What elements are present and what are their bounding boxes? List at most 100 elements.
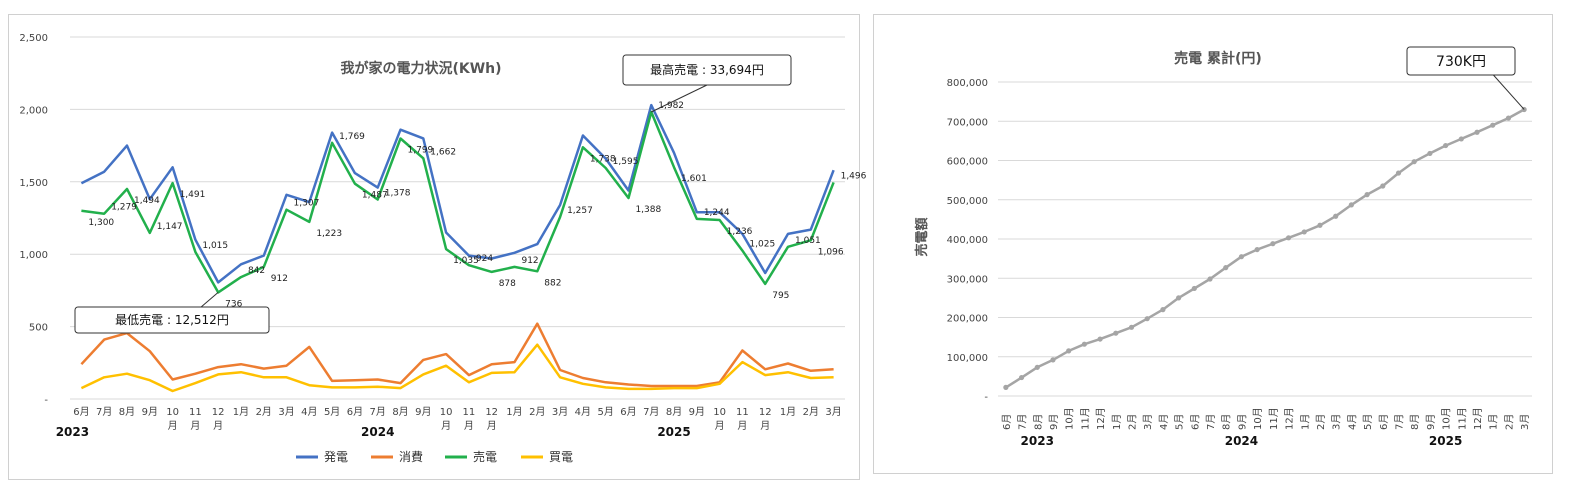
- data-label: 1,799: [408, 146, 434, 156]
- data-label: 1,307: [294, 199, 320, 209]
- x-tick-label: 3月: [1519, 414, 1531, 430]
- data-point: [1207, 276, 1213, 282]
- data-point: [1301, 229, 1307, 235]
- x-tick-label: 4月: [301, 406, 317, 418]
- x-tick-label: 4月: [575, 406, 591, 418]
- data-label: 736: [225, 299, 242, 309]
- year-label: 2024: [361, 425, 394, 439]
- x-tick-label: 7月: [370, 406, 386, 418]
- data-point: [1333, 213, 1339, 219]
- total-callout-text: 730K円: [1436, 54, 1486, 70]
- x-tick-label: 2月: [529, 406, 545, 418]
- data-label: 1,491: [180, 190, 206, 200]
- legend-label: 発電: [324, 450, 348, 464]
- x-tick-label: 1月: [506, 406, 522, 418]
- series-line-消費: [80, 322, 834, 388]
- x-tick-label: 5月: [597, 406, 613, 418]
- legend-item: 消費: [371, 449, 423, 464]
- legend-label: 買電: [549, 450, 573, 464]
- legend-label: 売電: [473, 449, 497, 464]
- data-point: [1128, 324, 1135, 330]
- x-tick-label: 10月: [1064, 407, 1076, 430]
- data-label: 1,015: [202, 241, 228, 251]
- x-tick-label: 8月: [119, 406, 135, 418]
- legend-item: 売電: [445, 449, 497, 464]
- y-tick-label: 600,000: [947, 157, 988, 168]
- x-tick-label: 1月: [780, 406, 796, 418]
- y-tick-label: 700,000: [947, 117, 988, 128]
- chart-title: 売電 累計(円): [1174, 50, 1262, 67]
- year-label: 2025: [657, 425, 690, 439]
- y-tick-label: 800,000: [947, 78, 988, 89]
- data-label: 1,051: [795, 236, 821, 246]
- x-tick-label: 4月: [1346, 414, 1358, 430]
- x-tick-label: 2月: [1503, 414, 1515, 430]
- data-point: [1160, 307, 1166, 313]
- year-label: 2025: [1429, 434, 1462, 448]
- data-label: 1,147: [157, 222, 183, 232]
- data-point: [1285, 235, 1292, 241]
- x-tick-label: 5月: [324, 406, 340, 418]
- x-tick-label: 6月: [347, 406, 363, 418]
- x-tick-label: 9月: [415, 406, 431, 418]
- data-point: [1395, 170, 1402, 176]
- callout-pointer: [651, 84, 708, 113]
- x-tick-label: 7月: [1017, 414, 1029, 430]
- data-label: 1,982: [658, 101, 684, 111]
- callout-pointer: [200, 292, 219, 308]
- x-tick-label: 11月: [1268, 407, 1280, 430]
- legend-item: 買電: [521, 450, 573, 464]
- min-sales-callout-text: 最低売電 : 12,512円: [115, 312, 229, 327]
- series-line-発電: [80, 103, 835, 284]
- y-tick-label: -: [44, 395, 48, 406]
- chart-title: 我が家の電力状況(KWh): [340, 60, 501, 77]
- data-point: [1191, 285, 1197, 292]
- data-point: [1238, 254, 1245, 260]
- y-tick-label: 2,500: [19, 33, 48, 44]
- x-tick-label: 12月: [1284, 407, 1296, 430]
- x-tick-label: 2月: [1315, 414, 1327, 430]
- x-tick-label: 12月: [1095, 407, 1107, 430]
- x-tick-label: 7月: [1394, 414, 1406, 430]
- data-point: [1364, 192, 1370, 198]
- x-tick-label: 2月: [1127, 414, 1139, 430]
- total-callout: [1406, 46, 1516, 76]
- x-tick-label: 9月: [1048, 414, 1060, 430]
- x-tick-label: 11月: [1079, 407, 1091, 430]
- data-point: [1270, 241, 1276, 247]
- electricity-status-panel: - 500 1,000 1,500 2,000 2,500 我が家の電力状況(KWh) 6月 7…: [8, 14, 867, 480]
- data-point: [1050, 357, 1056, 363]
- data-label: 1,769: [339, 132, 365, 142]
- x-tick-label: 8月: [1409, 414, 1421, 430]
- data-point: [1443, 142, 1449, 149]
- x-tick-label: 2月: [256, 406, 272, 418]
- x-tick-label: 7月: [96, 406, 112, 418]
- data-label: 1,236: [727, 227, 753, 237]
- data-label: 842: [248, 266, 265, 276]
- x-tick-label: 8月: [1221, 414, 1233, 430]
- x-tick-label: 3月: [1331, 414, 1343, 430]
- data-point: [1317, 222, 1323, 228]
- x-tick-label: 7月: [643, 406, 659, 418]
- data-point: [1066, 348, 1072, 354]
- cumulative-sales-chart: - 100,000 200,000 300,000 400,000 500,000 600,…: [914, 46, 1532, 448]
- data-point: [1097, 336, 1103, 342]
- data-point: [1348, 202, 1354, 208]
- y-tick-label: 500: [29, 323, 48, 334]
- data-point: [1505, 115, 1512, 121]
- data-point: [1254, 246, 1260, 253]
- x-tick-label: 3月: [278, 406, 294, 418]
- series-line-売電: [81, 110, 835, 294]
- year-label: 2023: [56, 425, 89, 439]
- data-label: 882: [544, 278, 561, 288]
- electricity-status-chart: - 500 1,000 1,500 2,000 2,500 我が家の電力状況(KWh) 6月 7…: [19, 33, 866, 464]
- x-tick-label: 10月: [1252, 407, 1264, 430]
- data-label: 1,388: [635, 205, 661, 215]
- data-point: [1034, 364, 1040, 370]
- x-tick-label: 6月: [1189, 414, 1201, 430]
- data-label: 1,025: [749, 240, 775, 250]
